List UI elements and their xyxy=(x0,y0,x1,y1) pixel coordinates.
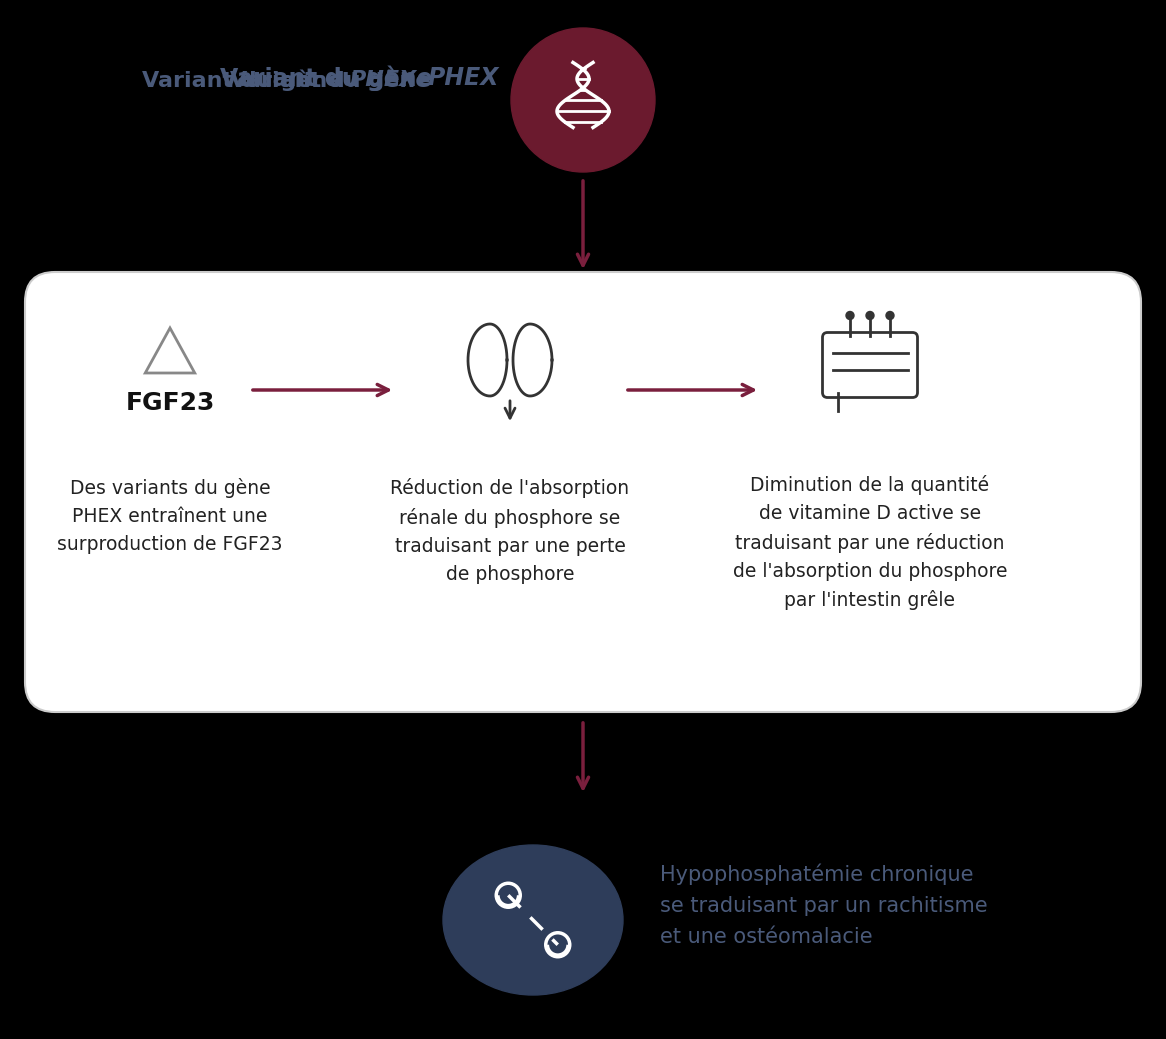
Text: Hypophosphatémie chronique
se traduisant par un rachitisme
et une ostéomalacie: Hypophosphatémie chronique se traduisant… xyxy=(660,863,988,947)
Text: Variant du gène: Variant du gène xyxy=(220,65,441,90)
Circle shape xyxy=(511,28,655,172)
Text: Variant du gène: Variant du gène xyxy=(230,70,438,90)
Circle shape xyxy=(866,312,874,320)
Circle shape xyxy=(847,312,854,320)
Text: Diminution de la quantité
de vitamine D active se
traduisant par une réduction
d: Diminution de la quantité de vitamine D … xyxy=(732,475,1007,610)
Text: FGF23: FGF23 xyxy=(125,391,215,415)
Text: Réduction de l'absorption
rénale du phosphore se
traduisant par une perte
de pho: Réduction de l'absorption rénale du phos… xyxy=(391,478,630,584)
Text: Des variants du gène
PHEX entraînent une
surproduction de FGF23: Des variants du gène PHEX entraînent une… xyxy=(57,478,282,554)
Text: PHEX: PHEX xyxy=(350,70,417,90)
Text: PHEX: PHEX xyxy=(428,66,499,90)
Text: Variant du gène: Variant du gène xyxy=(142,70,350,90)
FancyBboxPatch shape xyxy=(24,272,1142,712)
Circle shape xyxy=(886,312,894,320)
Ellipse shape xyxy=(443,845,623,995)
